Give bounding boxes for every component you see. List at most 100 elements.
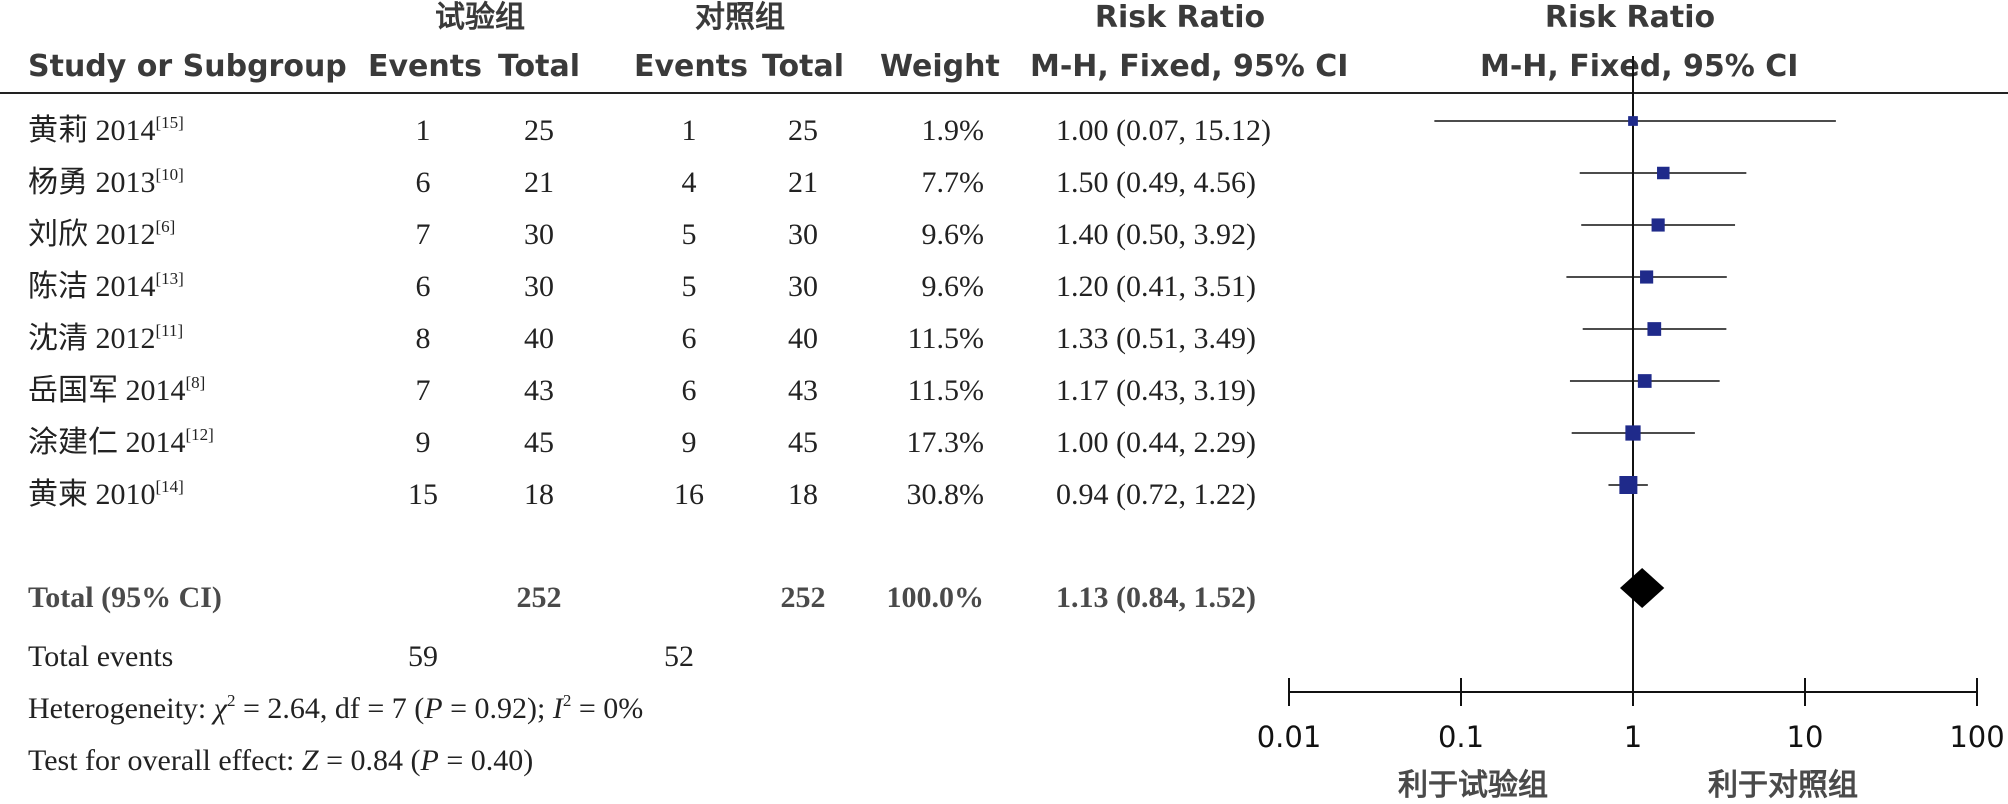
ctl-events-column-header: Events [634,49,748,84]
exp-total-cell: 25 [524,114,554,147]
study-name: 黄莉 2014[15] [28,113,184,149]
effect-square [1651,218,1665,232]
exp-events-cell: 8 [415,322,431,355]
reference-number: [15] [155,113,184,132]
ctl-total-cell: 43 [788,374,818,407]
total-label: Total (95% CI) [28,581,222,614]
x-tick-label: 100 [1949,720,2004,754]
pooled-diamond [1619,568,1665,608]
ctl-total-cell: 45 [788,426,818,459]
ci-text-cell: 1.33 (0.51, 3.49) [1056,322,1256,355]
favours-experimental-label: 利于试验组 [1398,768,1548,803]
weight-cell: 7.7% [921,166,985,199]
effect-square [1625,425,1641,441]
ctl-total-cell: 30 [788,218,818,251]
study-label: 黄柬 2010 [28,478,156,511]
ci-text-cell: 0.94 (0.72, 1.22) [1056,478,1256,511]
control-group-header: 对照组 [695,0,785,35]
effect-square [1640,270,1654,284]
exp-events-cell: 7 [415,374,431,407]
ci-text-cell: 1.20 (0.41, 3.51) [1056,270,1256,303]
ci-text-cell: 1.40 (0.50, 3.92) [1056,218,1256,251]
ctl-total-cell: 21 [788,166,818,199]
study-label: 沈清 2012 [28,322,156,355]
total-events-label: Total events [28,640,174,673]
study-label: 刘欣 2012 [28,218,156,251]
risk-ratio-header: Risk Ratio [1094,0,1266,35]
plot-method-column-header: M-H, Fixed, 95% CI [1480,49,1799,84]
heterogeneity-text: Heterogeneity: χ2 = 2.64, df = 7 (P = 0.… [28,691,644,725]
study-label: 岳国军 2014 [28,374,186,407]
reference-number: [13] [155,269,184,288]
total-events-exp: 59 [408,640,438,673]
study-label: 陈洁 2014 [28,270,156,303]
ctl-events-cell: 1 [681,114,697,147]
study-column-header: Study or Subgroup [28,49,347,84]
exp-total-cell: 43 [524,374,554,407]
study-name: 岳国军 2014[8] [28,373,205,409]
effect-square [1619,476,1638,494]
weight-cell: 11.5% [907,374,984,407]
exp-total-cell: 21 [524,166,554,199]
ctl-total-column-header: Total [762,49,844,84]
ctl-total-cell: 18 [788,478,818,511]
weight-column-header: Weight [880,49,1000,84]
method-column-header: M-H, Fixed, 95% CI [1030,49,1349,84]
effect-square [1637,374,1652,388]
x-tick-label: 0.1 [1438,720,1484,754]
exp-events-cell: 15 [408,478,438,511]
x-tick-label: 0.01 [1257,720,1322,754]
ctl-events-cell: 5 [681,270,697,303]
ctl-total-cell: 40 [788,322,818,355]
header-divider [0,92,2008,94]
ctl-total-cell: 25 [788,114,818,147]
exp-total-cell: 40 [524,322,554,355]
exp-total-column-header: Total [498,49,580,84]
exp-events-cell: 9 [415,426,431,459]
ctl-events-cell: 16 [674,478,704,511]
study-name: 刘欣 2012[6] [28,217,175,253]
ctl-total-cell: 30 [788,270,818,303]
reference-number: [12] [185,425,214,444]
total-events-ctl: 52 [664,640,694,673]
ctl-events-cell: 4 [681,166,697,199]
exp-total-cell: 30 [524,218,554,251]
ctl-events-cell: 9 [681,426,697,459]
exp-total-cell: 45 [524,426,554,459]
x-tick-label: 1 [1624,720,1642,754]
exp-events-cell: 6 [415,270,431,303]
total-weight: 100.0% [886,581,985,614]
total-ci-text: 1.13 (0.84, 1.52) [1056,581,1256,614]
weight-cell: 1.9% [921,114,985,147]
experimental-group-header: 试验组 [435,0,525,35]
risk-ratio-plot-header: Risk Ratio [1544,0,1716,35]
ci-text-cell: 1.00 (0.07, 15.12) [1056,114,1271,147]
ctl-events-cell: 5 [681,218,697,251]
reference-number: [14] [155,477,184,496]
effect-square [1628,116,1638,126]
reference-number: [6] [155,217,176,236]
overall-effect-text: Test for overall effect: Z = 0.84 (P = 0… [28,744,534,777]
reference-number: [8] [185,373,206,392]
ci-text-cell: 1.17 (0.43, 3.19) [1056,374,1256,407]
weight-cell: 17.3% [906,426,985,459]
ci-text-cell: 1.50 (0.49, 4.56) [1056,166,1256,199]
study-name: 陈洁 2014[13] [28,269,184,305]
study-label: 涂建仁 2014 [28,426,186,459]
study-name: 涂建仁 2014[12] [28,425,214,461]
exp-events-column-header: Events [368,49,482,84]
favours-control-label: 利于对照组 [1708,768,1858,803]
study-label: 杨勇 2013 [28,166,156,199]
exp-events-cell: 6 [415,166,431,199]
reference-number: [10] [155,165,184,184]
weight-cell: 9.6% [921,270,985,303]
study-label: 黄莉 2014 [28,114,156,147]
total-exp-total: 252 [516,581,562,614]
weight-cell: 9.6% [921,218,985,251]
exp-events-cell: 7 [415,218,431,251]
ci-text-cell: 1.00 (0.44, 2.29) [1056,426,1256,459]
study-name: 杨勇 2013[10] [28,165,184,201]
exp-total-cell: 30 [524,270,554,303]
effect-square [1657,166,1670,180]
weight-cell: 30.8% [906,478,985,511]
